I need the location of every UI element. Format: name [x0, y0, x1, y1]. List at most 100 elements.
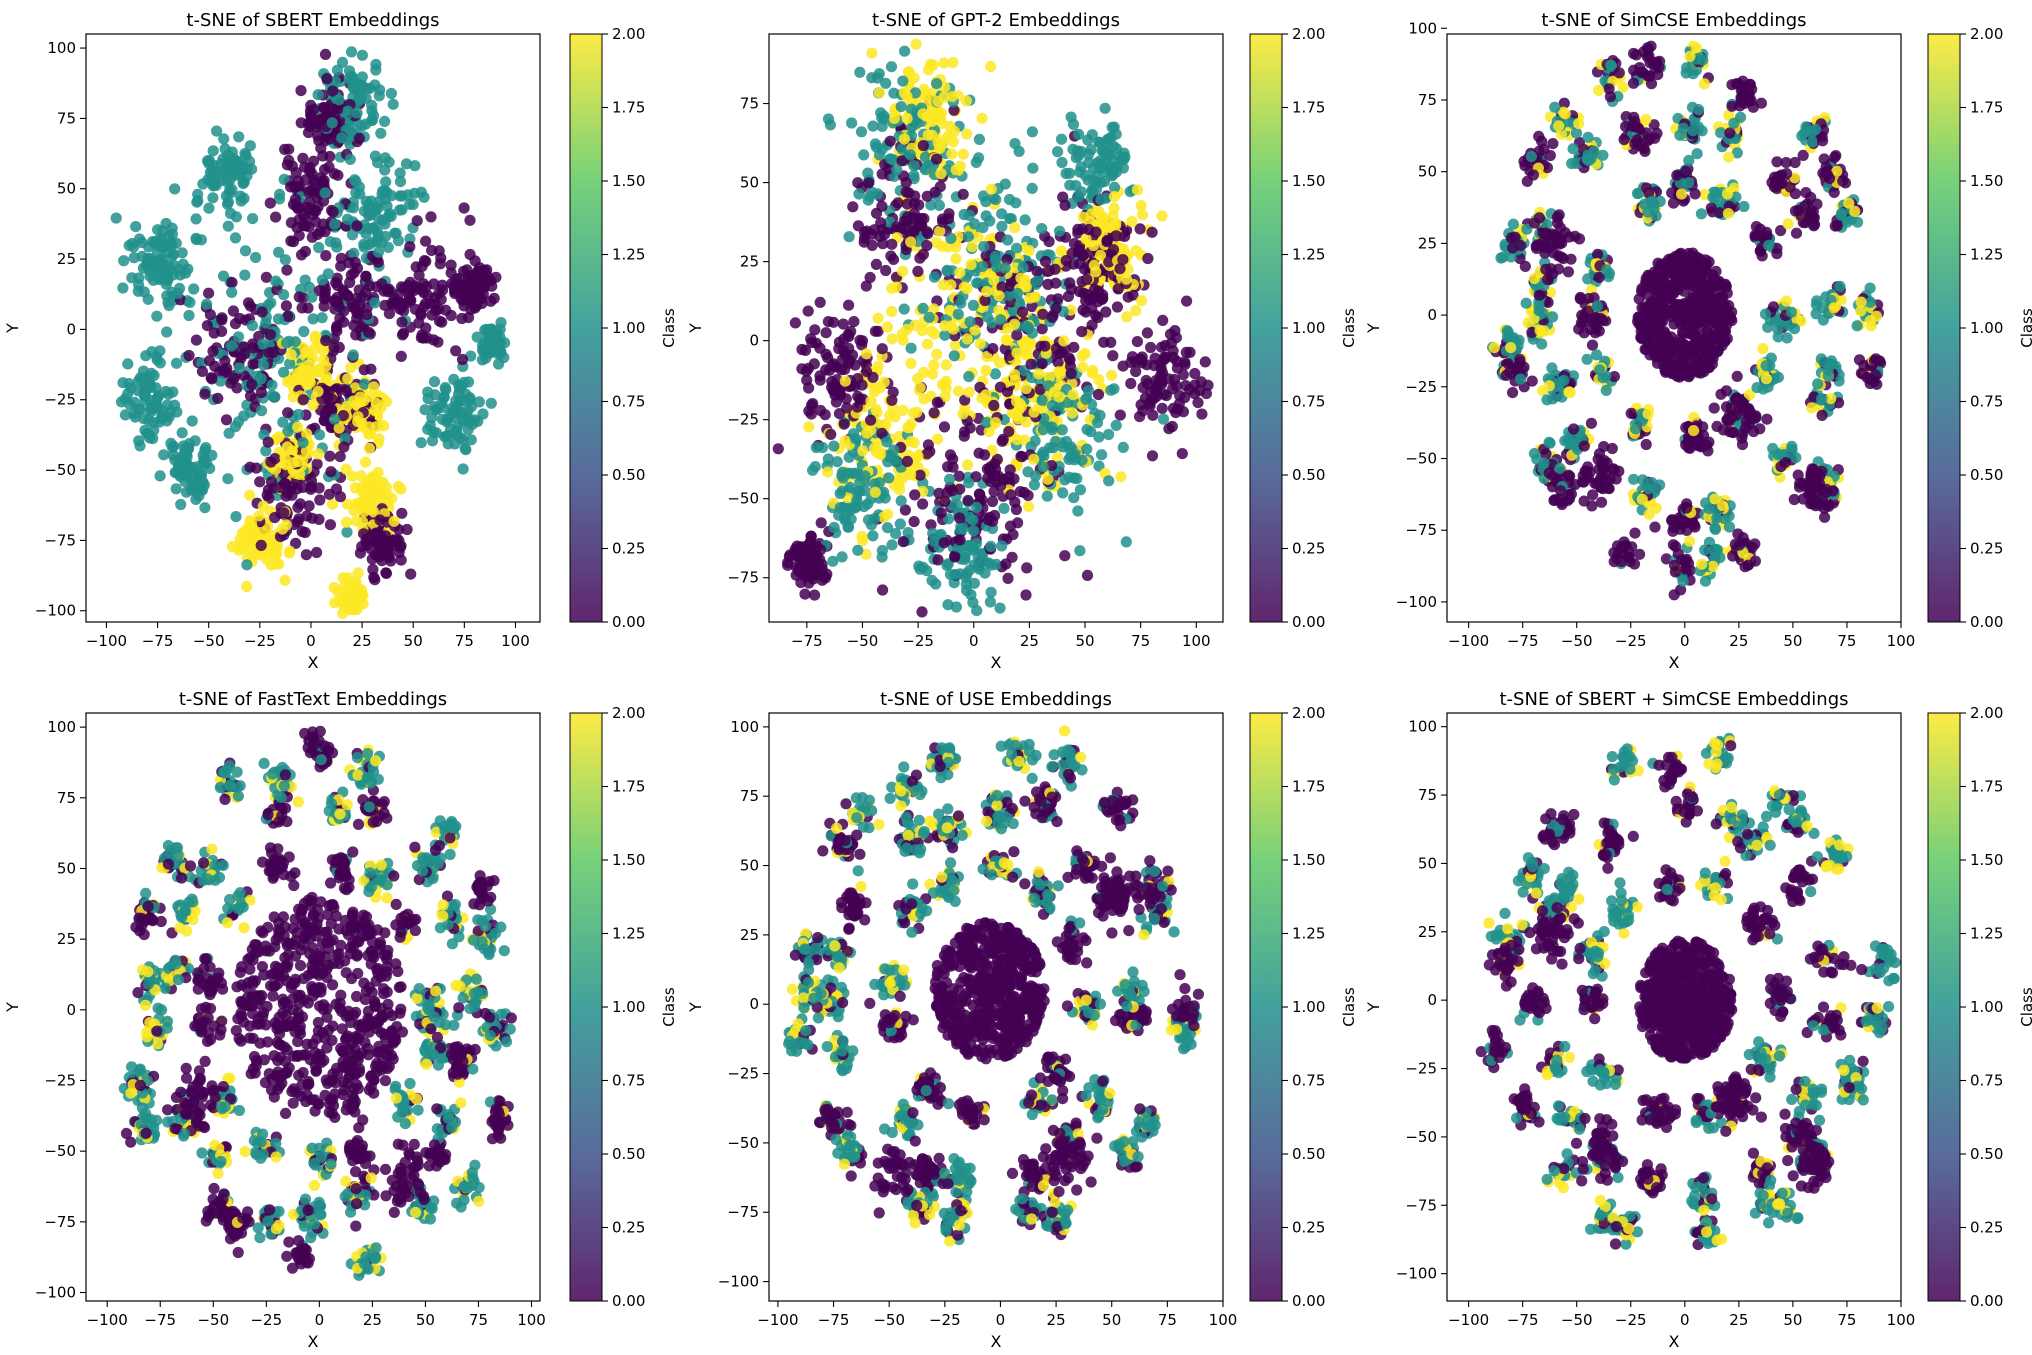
scatter-point	[1080, 393, 1092, 405]
scatter-point	[1731, 147, 1743, 159]
scatter-point	[110, 212, 122, 224]
scatter-point	[1096, 211, 1108, 223]
scatter-point	[931, 78, 943, 90]
scatter-point	[1781, 332, 1793, 344]
scatter-point	[1167, 383, 1179, 395]
scatter-point	[1016, 306, 1029, 318]
scatter-point	[1046, 400, 1059, 412]
scatter-point	[1031, 265, 1043, 277]
scatter-point	[819, 409, 831, 421]
scatter-point	[345, 46, 358, 58]
scatter-point	[201, 298, 213, 310]
scatter-point	[1696, 363, 1708, 375]
scatter-point	[902, 215, 914, 227]
scatter-point	[1165, 337, 1178, 349]
scatter-point	[772, 443, 784, 455]
scatter-point	[170, 483, 182, 495]
scatter-point	[1095, 194, 1107, 206]
scatter-point	[380, 567, 392, 580]
scatter-point	[1757, 343, 1769, 355]
x-axis-label: X	[308, 653, 319, 672]
scatter-point	[1011, 410, 1023, 422]
scatter-point	[897, 265, 909, 277]
colorbar-tick-label: 1.75	[1292, 99, 1325, 117]
scatter-point	[1158, 388, 1170, 400]
scatter-point	[1574, 293, 1586, 305]
scatter-point	[356, 49, 368, 61]
scatter-point	[270, 275, 282, 287]
scatter-point	[1025, 358, 1037, 370]
scatter-point	[464, 214, 476, 226]
scatter-point	[435, 293, 447, 305]
scatter-point	[1068, 341, 1080, 353]
scatter-point	[1114, 409, 1126, 421]
scatter-point	[450, 345, 462, 357]
scatter-point	[1687, 125, 1699, 137]
scatter-point	[1073, 128, 1085, 140]
scatter-point	[300, 549, 312, 561]
scatter-point	[970, 538, 983, 550]
scatter-point	[409, 160, 421, 172]
scatter-point	[1723, 109, 1735, 121]
scatter-point	[1110, 419, 1122, 431]
x-tick-label: −75	[142, 632, 174, 650]
scatter-point	[971, 277, 983, 289]
scatter-point	[1083, 294, 1095, 306]
scatter-point	[253, 510, 265, 522]
scatter-point	[1603, 267, 1616, 280]
scatter-point	[1092, 388, 1105, 401]
scatter-point	[1651, 267, 1663, 279]
scatter-point	[241, 580, 253, 593]
scatter-point	[939, 391, 951, 403]
scatter-point	[481, 264, 493, 276]
scatter-point	[369, 297, 381, 309]
scatter-point	[210, 166, 222, 178]
scatter-point	[332, 586, 344, 598]
scatter-point	[1071, 472, 1083, 485]
scatter-point	[1093, 431, 1105, 443]
scatter-point	[921, 448, 933, 460]
scatter-point	[180, 470, 192, 482]
scatter-point	[447, 402, 459, 414]
scatter-point	[1679, 339, 1691, 351]
scatter-point	[1031, 275, 1043, 287]
scatter-point	[822, 352, 834, 364]
scatter-point	[368, 381, 380, 393]
scatter-point	[1189, 368, 1201, 380]
scatter-point	[237, 163, 249, 175]
scatter-points	[110, 46, 511, 620]
scatter-point	[265, 529, 277, 541]
scatter-point	[972, 231, 984, 243]
scatter-point	[1008, 369, 1021, 381]
scatter-point	[310, 205, 322, 217]
scatter-point	[222, 473, 234, 485]
scatter-point	[383, 156, 395, 168]
scatter-point	[324, 150, 336, 163]
scatter-point	[1771, 248, 1783, 260]
scatter-point	[297, 437, 309, 449]
scatter-point	[313, 429, 326, 441]
scatter-point	[142, 414, 155, 426]
x-tick-label: 50	[404, 632, 423, 650]
scatter-point	[932, 433, 944, 445]
scatter-point	[1026, 327, 1038, 339]
scatter-point	[289, 336, 301, 348]
scatter-point	[846, 117, 858, 129]
x-tick-label: −100	[86, 632, 127, 650]
scatter-point	[152, 234, 164, 246]
scatter-point	[1131, 184, 1144, 196]
scatter-point	[1059, 550, 1071, 562]
scatter-point	[905, 342, 917, 354]
scatter-point	[273, 246, 285, 258]
scatter-point	[1037, 461, 1049, 473]
scatter-point	[415, 307, 427, 319]
y-tick-label: −25	[44, 391, 76, 409]
scatter-point	[463, 271, 475, 283]
scatter-point	[1093, 136, 1105, 148]
scatter-point	[952, 308, 964, 320]
scatter-point	[261, 554, 273, 566]
scatter-point	[1122, 291, 1134, 303]
scatter-point	[895, 101, 907, 113]
scatter-point	[478, 281, 490, 294]
scatter-point	[978, 449, 991, 461]
